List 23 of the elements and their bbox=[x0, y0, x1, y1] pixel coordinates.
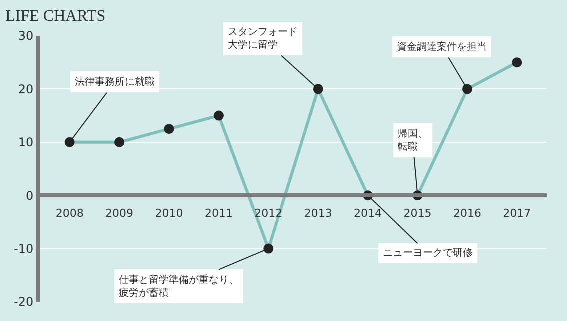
x-tick-label: 2012 bbox=[254, 206, 283, 220]
x-tick-label: 2009 bbox=[106, 206, 134, 220]
annotation: スタンフォード大学に留学 bbox=[228, 27, 298, 51]
x-tick-label: 2017 bbox=[503, 206, 532, 220]
y-tick-label: -20 bbox=[14, 295, 34, 310]
y-tick-label: 0 bbox=[26, 188, 34, 203]
x-tick-label: 2011 bbox=[204, 206, 233, 220]
annotation: 法律事務所に就職 bbox=[75, 76, 155, 88]
x-tick-label: 2008 bbox=[56, 206, 84, 220]
annotation: ニューヨークで研修 bbox=[383, 248, 473, 259]
y-tick-label: 20 bbox=[18, 82, 34, 96]
y-tick-label: 30 bbox=[18, 29, 34, 44]
x-tick-label: 2014 bbox=[354, 206, 382, 220]
y-tick-label: 10 bbox=[18, 136, 34, 150]
annotation: 帰国、転職 bbox=[398, 128, 428, 153]
x-tick-label: 2016 bbox=[453, 206, 482, 220]
y-tick-label: -10 bbox=[14, 242, 34, 256]
x-tick-label: 2013 bbox=[304, 206, 332, 220]
annotation: 資金調達案件を担当 bbox=[397, 41, 487, 53]
x-tick-label: 2010 bbox=[155, 206, 184, 220]
x-tick-label: 2015 bbox=[404, 206, 432, 220]
chart-title: LIFE CHARTS bbox=[6, 8, 106, 25]
annotation: 仕事と留学準備が重なり、疲労が蓄積 bbox=[119, 274, 239, 299]
